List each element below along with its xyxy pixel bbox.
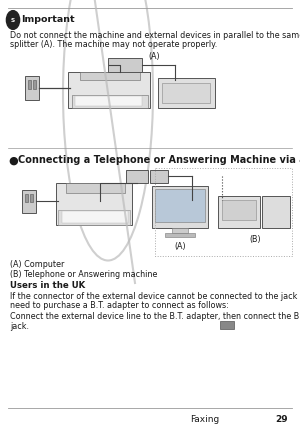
Polygon shape xyxy=(80,72,140,80)
Polygon shape xyxy=(56,183,132,225)
Text: (B): (B) xyxy=(249,235,261,244)
Text: Connecting a Telephone or Answering Machine via a Computer: Connecting a Telephone or Answering Mach… xyxy=(18,155,300,165)
Text: jack.: jack. xyxy=(10,322,29,331)
Polygon shape xyxy=(126,170,148,183)
Text: 29: 29 xyxy=(275,415,288,424)
Text: (B) Telephone or Answering machine: (B) Telephone or Answering machine xyxy=(10,270,158,279)
Text: Important: Important xyxy=(21,15,75,25)
Text: Do not connect the machine and external devices in parallel to the same telephon: Do not connect the machine and external … xyxy=(10,31,300,40)
Text: (A): (A) xyxy=(174,242,186,251)
Polygon shape xyxy=(172,228,188,233)
Polygon shape xyxy=(165,233,195,237)
Polygon shape xyxy=(30,194,33,202)
Polygon shape xyxy=(222,200,256,220)
Circle shape xyxy=(6,11,20,29)
Text: ●: ● xyxy=(8,156,18,166)
Text: need to purchase a B.T. adapter to connect as follows:: need to purchase a B.T. adapter to conne… xyxy=(10,301,229,310)
Polygon shape xyxy=(218,196,260,228)
Polygon shape xyxy=(220,321,234,329)
Polygon shape xyxy=(262,196,290,228)
Text: splitter (A). The machine may not operate properly.: splitter (A). The machine may not operat… xyxy=(10,40,217,49)
Polygon shape xyxy=(75,96,142,106)
Polygon shape xyxy=(68,72,150,108)
Polygon shape xyxy=(28,80,31,89)
Text: S: S xyxy=(11,17,15,23)
Text: (A): (A) xyxy=(148,52,160,61)
Text: Users in the UK: Users in the UK xyxy=(10,281,85,290)
Text: Connect the external device line to the B.T. adapter, then connect the B.T. adap: Connect the external device line to the … xyxy=(10,312,300,321)
Polygon shape xyxy=(22,190,36,213)
Polygon shape xyxy=(25,194,28,202)
Polygon shape xyxy=(62,211,128,223)
Polygon shape xyxy=(33,80,36,89)
Polygon shape xyxy=(72,95,148,108)
Polygon shape xyxy=(152,186,208,228)
Polygon shape xyxy=(66,183,125,193)
Polygon shape xyxy=(158,78,215,108)
Polygon shape xyxy=(58,210,130,225)
Polygon shape xyxy=(155,189,205,222)
Polygon shape xyxy=(108,58,142,72)
Text: If the connector of the external device cannot be connected to the jack on the m: If the connector of the external device … xyxy=(10,292,300,301)
Text: (A) Computer: (A) Computer xyxy=(10,260,64,269)
Polygon shape xyxy=(162,83,210,103)
Text: Faxing: Faxing xyxy=(190,415,219,424)
Polygon shape xyxy=(25,76,39,100)
Polygon shape xyxy=(150,170,168,183)
